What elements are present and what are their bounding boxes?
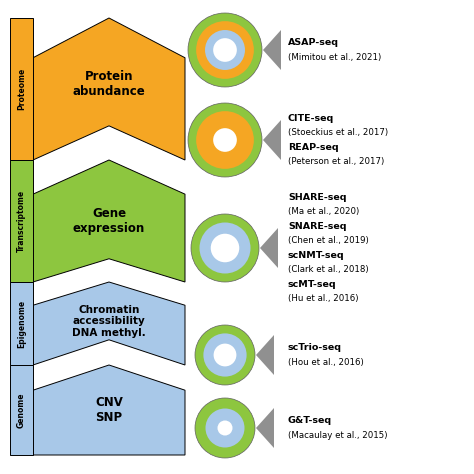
Circle shape	[195, 325, 255, 385]
Text: (Macaulay et al., 2015): (Macaulay et al., 2015)	[288, 431, 388, 440]
Circle shape	[211, 234, 239, 262]
Polygon shape	[263, 30, 281, 70]
Circle shape	[196, 21, 254, 79]
Circle shape	[213, 128, 237, 152]
Text: SNARE-seq: SNARE-seq	[288, 222, 346, 231]
Circle shape	[196, 111, 254, 169]
Text: (Peterson et al., 2017): (Peterson et al., 2017)	[288, 157, 384, 166]
Text: Gene
expression: Gene expression	[73, 207, 145, 235]
Circle shape	[200, 222, 250, 273]
Bar	[10, 282, 33, 365]
Circle shape	[218, 420, 233, 436]
Circle shape	[203, 333, 246, 377]
Bar	[10, 18, 33, 160]
Text: scMT-seq: scMT-seq	[288, 280, 337, 289]
Text: Protein
abundance: Protein abundance	[73, 70, 146, 98]
Circle shape	[188, 103, 262, 177]
Polygon shape	[256, 335, 274, 375]
Text: Transcriptome: Transcriptome	[17, 190, 26, 252]
Text: CITE-seq: CITE-seq	[288, 114, 334, 123]
Circle shape	[191, 214, 259, 282]
Polygon shape	[33, 18, 185, 160]
Circle shape	[206, 409, 245, 447]
Text: scNMT-seq: scNMT-seq	[288, 251, 345, 260]
Text: REAP-seq: REAP-seq	[288, 143, 338, 152]
Circle shape	[195, 398, 255, 458]
Polygon shape	[260, 228, 278, 268]
Circle shape	[205, 30, 245, 70]
Text: CNV
SNP: CNV SNP	[95, 396, 123, 424]
Text: G&T-seq: G&T-seq	[288, 416, 332, 425]
Circle shape	[213, 38, 237, 62]
Text: Epigenome: Epigenome	[17, 300, 26, 347]
Text: (Hou et al., 2016): (Hou et al., 2016)	[288, 358, 364, 367]
Circle shape	[214, 344, 237, 366]
Text: Proteome: Proteome	[17, 68, 26, 110]
Text: (Clark et al., 2018): (Clark et al., 2018)	[288, 265, 369, 274]
Bar	[10, 365, 33, 455]
Text: Genome: Genome	[17, 392, 26, 428]
Text: (Mimitou et al., 2021): (Mimitou et al., 2021)	[288, 53, 381, 62]
Text: (Stoeckius et al., 2017): (Stoeckius et al., 2017)	[288, 128, 388, 137]
Polygon shape	[33, 160, 185, 282]
Circle shape	[188, 13, 262, 87]
Text: Chromatin
accessibility
DNA methyl.: Chromatin accessibility DNA methyl.	[72, 305, 146, 338]
Text: SHARE-seq: SHARE-seq	[288, 193, 346, 202]
Polygon shape	[33, 282, 185, 365]
Text: (Hu et al., 2016): (Hu et al., 2016)	[288, 294, 358, 303]
Text: ASAP-seq: ASAP-seq	[288, 38, 339, 47]
Polygon shape	[263, 120, 281, 160]
Text: (Ma et al., 2020): (Ma et al., 2020)	[288, 207, 359, 216]
Polygon shape	[256, 408, 274, 448]
Text: scTrio-seq: scTrio-seq	[288, 343, 342, 352]
Bar	[10, 160, 33, 282]
Text: (Chen et al., 2019): (Chen et al., 2019)	[288, 236, 369, 245]
Polygon shape	[33, 365, 185, 455]
